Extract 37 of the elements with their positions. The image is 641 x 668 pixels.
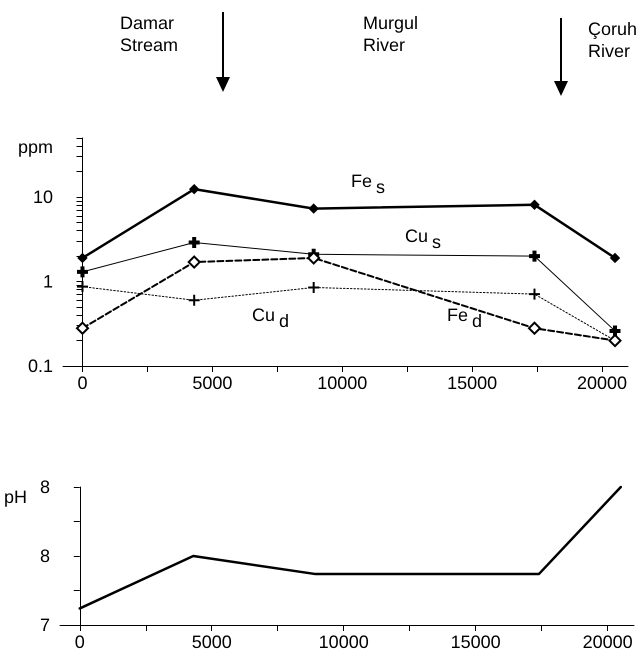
y-tick-label: 8 — [40, 477, 50, 497]
point — [77, 252, 88, 263]
point — [188, 236, 200, 248]
x-tick-label: 20000 — [576, 373, 628, 393]
y-axis-title: pH — [4, 486, 28, 508]
x-tick-label: 10000 — [317, 373, 368, 393]
y-tick-label: 10 — [32, 187, 53, 208]
point — [188, 256, 201, 269]
point — [529, 200, 540, 210]
point — [189, 184, 200, 194]
point — [188, 294, 200, 306]
point — [610, 325, 621, 336]
y-tick-label: 1 — [42, 272, 53, 292]
point — [76, 281, 88, 292]
text: Murgul River — [363, 12, 420, 56]
y-axis-title: ppm — [18, 136, 54, 158]
point — [308, 204, 319, 214]
y-tick-label: 8 — [40, 546, 50, 566]
point — [528, 322, 541, 335]
x-tick-label: 10000 — [318, 632, 369, 652]
text: Çoruh River — [588, 18, 638, 62]
x-tick-label: 0 — [77, 373, 88, 393]
point — [76, 266, 88, 278]
x-tick-label: 5000 — [192, 632, 232, 652]
y-tick-label: 7 — [40, 615, 50, 635]
point — [610, 252, 620, 263]
x-tick-label: 15000 — [447, 373, 498, 393]
text: Damar Stream — [120, 12, 180, 56]
x-tick-label: 0 — [74, 632, 85, 652]
y-tick-label: 0.1 — [28, 356, 53, 376]
point — [308, 282, 320, 293]
point — [528, 288, 540, 300]
point — [528, 250, 540, 262]
point — [76, 322, 89, 335]
x-tick-label: 5000 — [192, 373, 232, 393]
x-tick-label: 15000 — [450, 632, 501, 652]
x-tick-label: 20000 — [582, 632, 633, 652]
